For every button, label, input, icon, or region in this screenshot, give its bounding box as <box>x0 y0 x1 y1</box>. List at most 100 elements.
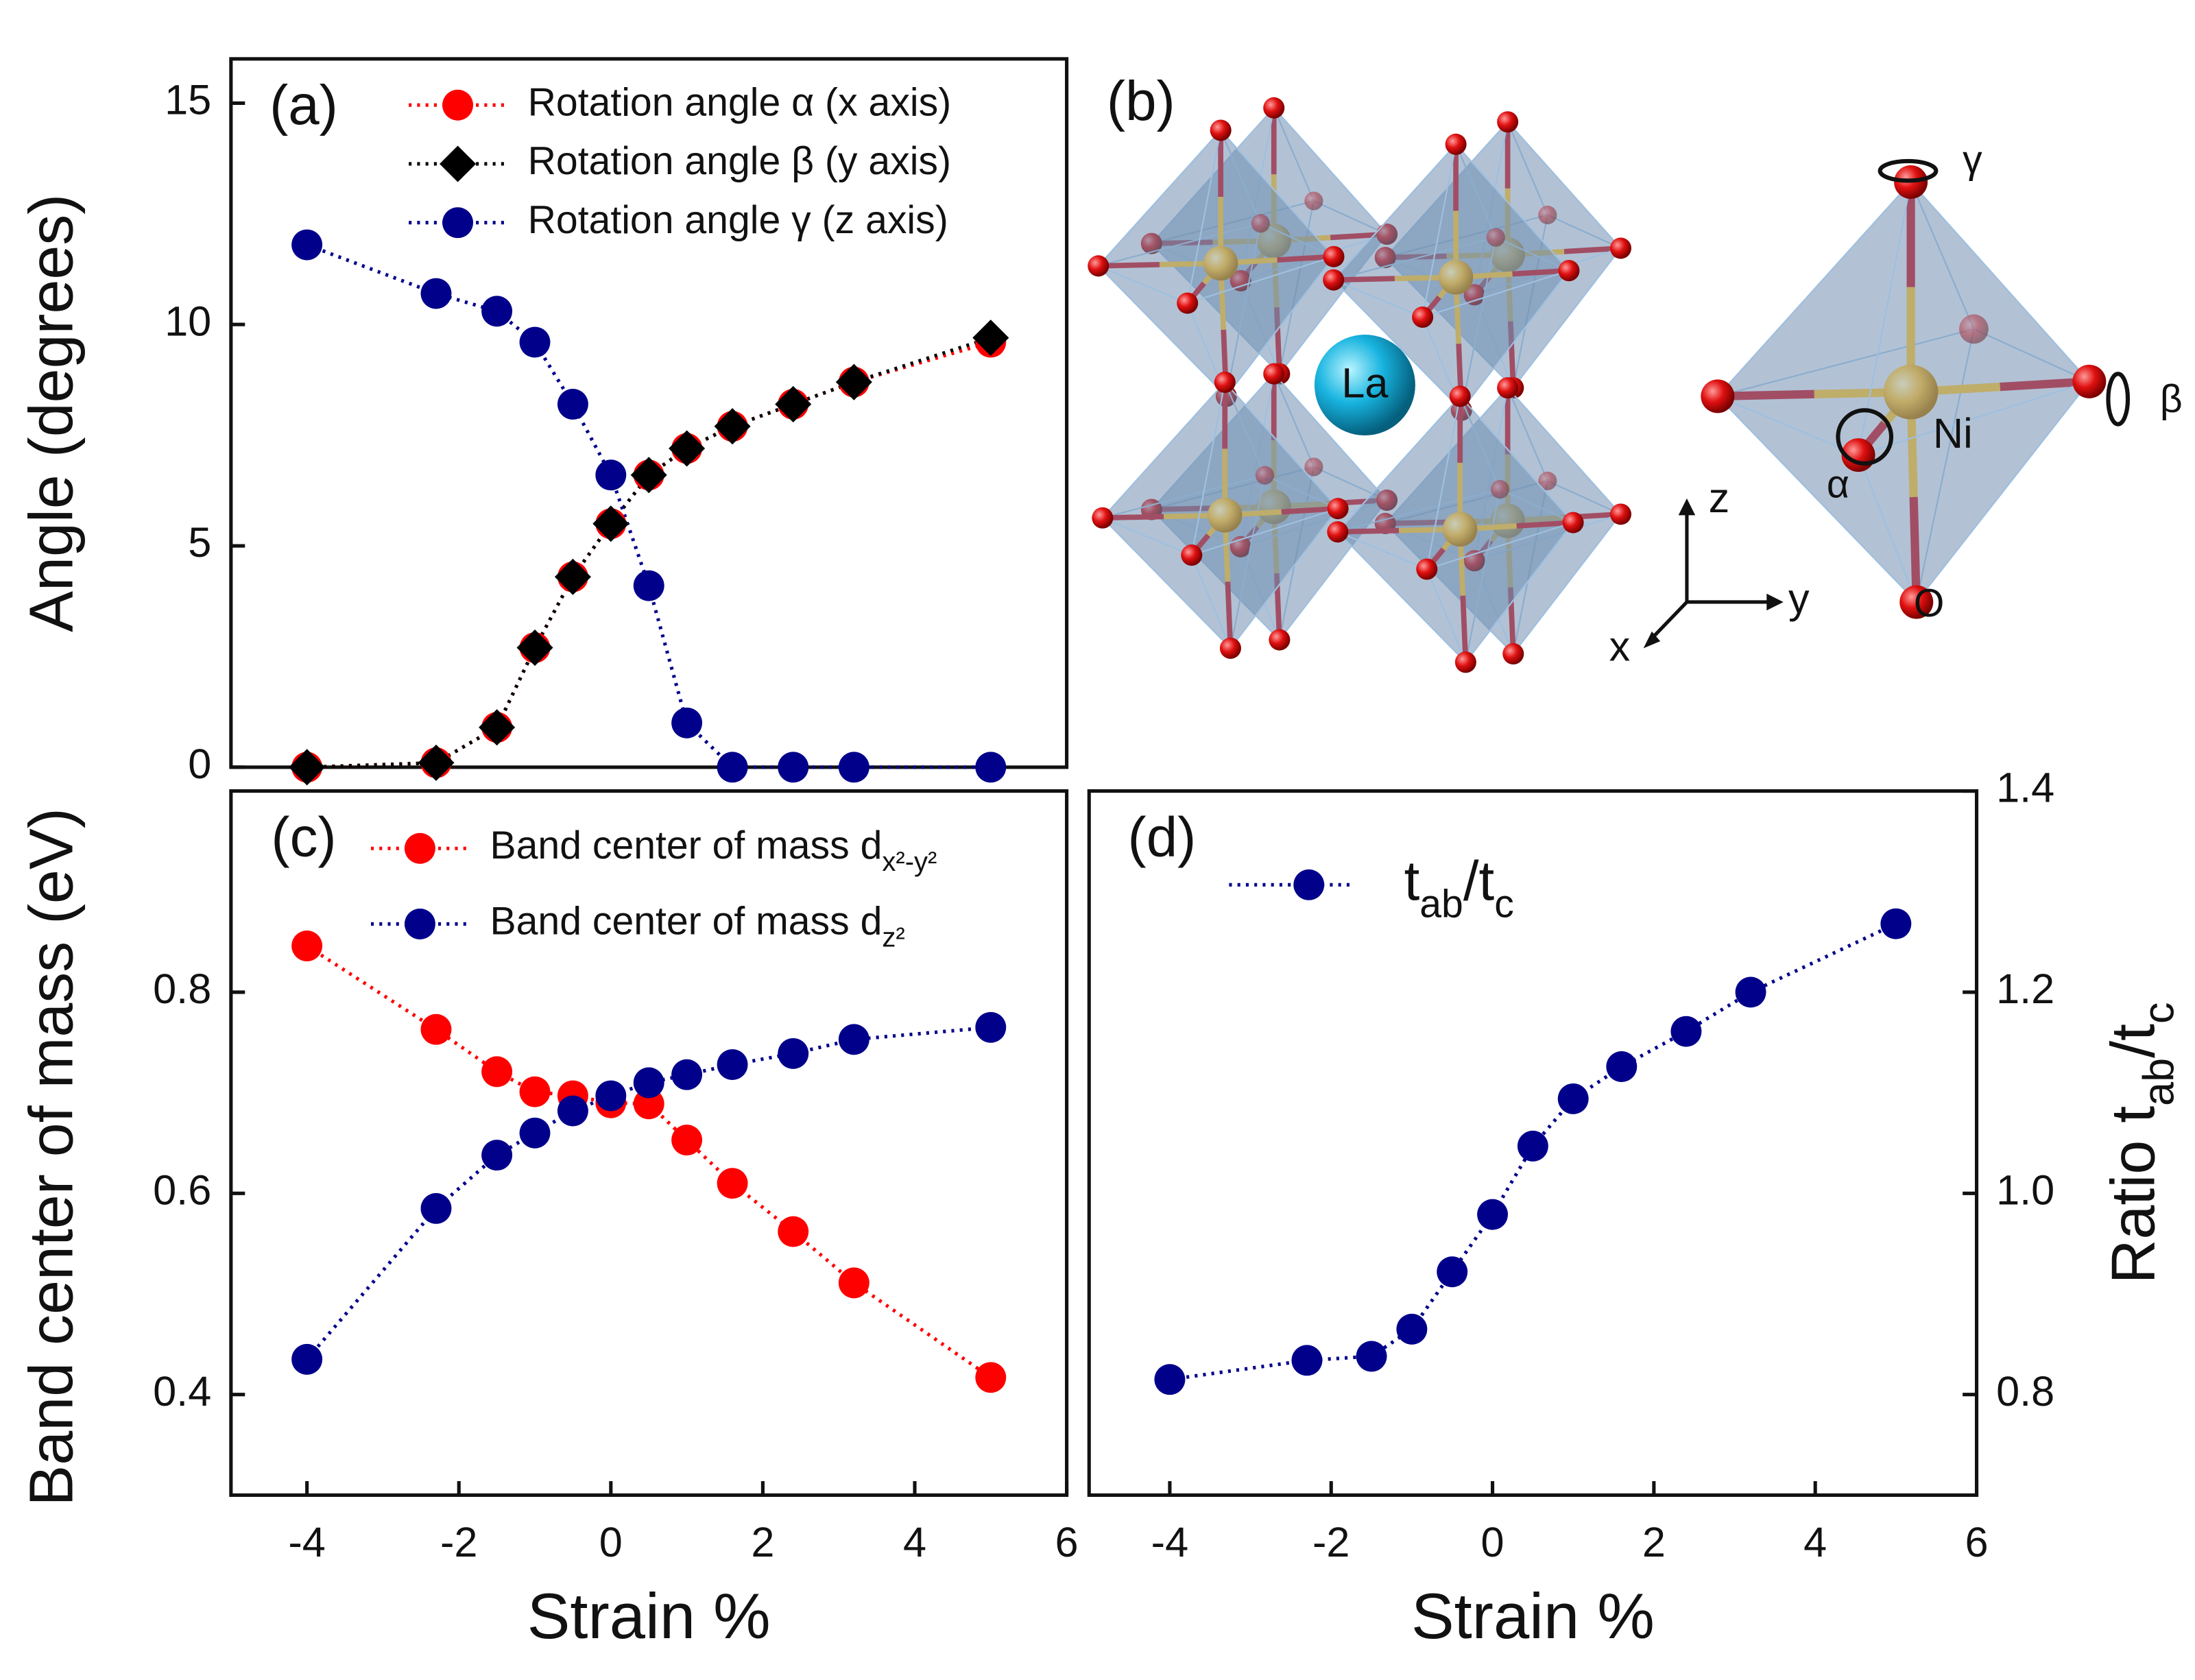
subscript: z² <box>882 922 904 952</box>
oxygen-atom <box>1609 503 1632 525</box>
subscript: ab <box>1419 882 1463 926</box>
marker <box>519 1117 551 1149</box>
y-tick-label: 5 <box>188 519 211 566</box>
legend-label: Band center of mass dz² <box>490 900 905 952</box>
subscript: c <box>1494 882 1514 926</box>
octahedron-face <box>1426 521 1575 664</box>
octahedron-face <box>1473 512 1623 656</box>
marker <box>1880 908 1912 939</box>
arrow-head <box>1766 593 1784 611</box>
x-tick-label: 4 <box>903 1519 926 1565</box>
bond <box>1273 573 1282 640</box>
marker <box>516 629 553 667</box>
marker <box>633 1067 664 1099</box>
marker <box>975 1362 1007 1393</box>
oxygen-atom <box>1210 119 1232 141</box>
octahedron-face <box>1190 507 1340 650</box>
marker <box>717 752 748 783</box>
panel-label: (c) <box>271 806 336 869</box>
series-line <box>306 243 991 769</box>
oxygen-atom <box>1251 214 1270 233</box>
marker <box>557 388 588 420</box>
bond <box>1507 321 1516 388</box>
y2-axis-label: Ratio tab/tc <box>2099 1003 2183 1284</box>
oxygen-atom <box>1558 260 1580 282</box>
marker <box>1517 1130 1548 1162</box>
subscript: ab <box>2135 1058 2183 1106</box>
oxygen-atom <box>2072 364 2107 398</box>
oxygen-atom <box>1374 247 1396 269</box>
oxygen-atom <box>1219 637 1241 659</box>
marker <box>291 229 323 261</box>
marker <box>1154 1364 1186 1395</box>
marker <box>592 505 629 542</box>
legend-label: tab/tc <box>1404 850 1514 926</box>
bond <box>1225 581 1234 649</box>
oxygen-atom <box>1177 292 1199 314</box>
nickel-atom <box>1208 498 1243 533</box>
marker <box>778 1037 809 1069</box>
legend-marker <box>1293 869 1325 900</box>
marker <box>519 1076 551 1107</box>
oxygen-atom <box>1416 558 1438 580</box>
oxygen-atom <box>1263 97 1285 119</box>
marker <box>481 1140 513 1171</box>
marker <box>418 744 455 781</box>
marker <box>714 408 751 445</box>
y-tick-label: 0 <box>188 741 211 787</box>
marker <box>975 1011 1007 1043</box>
panel-label: (a) <box>269 74 338 136</box>
subscript: x²-y² <box>882 847 937 877</box>
marker <box>835 363 872 400</box>
oxygen-atom <box>1538 205 1557 225</box>
x-tick-label: 2 <box>751 1519 774 1565</box>
oxygen-atom <box>1376 489 1398 511</box>
oxygen-atom <box>1562 512 1584 533</box>
marker <box>1606 1051 1638 1082</box>
x-tick-label: 0 <box>599 1519 623 1565</box>
oxygen-atom <box>1327 498 1349 520</box>
oxygen-atom <box>1376 224 1398 245</box>
marker <box>291 1343 323 1375</box>
marker <box>1477 1199 1509 1230</box>
oxygen-atom <box>1304 457 1323 477</box>
y-tick-label: 10 <box>165 298 211 344</box>
x-axis-label: Strain % <box>527 1580 771 1652</box>
x-tick-label: 6 <box>1055 1519 1079 1565</box>
marker <box>838 1267 869 1299</box>
arrow-head <box>1643 631 1661 649</box>
octahedron-face <box>1857 380 2091 603</box>
oxygen-atom <box>1140 232 1162 254</box>
arrow-head <box>1678 498 1696 516</box>
marker <box>838 1024 869 1055</box>
structure-overlay: (b) La Ni O α β γ x y z <box>1107 70 2183 670</box>
marker <box>420 1013 452 1045</box>
oxygen-atom <box>1181 544 1203 566</box>
marker <box>717 1049 748 1081</box>
la-atom <box>1314 335 1415 436</box>
oxygen-atom <box>1263 363 1285 385</box>
rotation-label: α <box>1827 463 1849 507</box>
legend-marker <box>442 89 474 121</box>
octahedron-face <box>1186 255 1336 398</box>
marker <box>291 931 323 961</box>
oxygen-atom <box>1538 471 1557 490</box>
oxygen-atom <box>1255 466 1275 485</box>
marker <box>554 558 591 595</box>
text-part: t <box>1404 850 1420 912</box>
oxygen-atom <box>1701 379 1735 413</box>
oxygen-atom <box>1454 651 1476 673</box>
legend-marker <box>404 832 435 864</box>
x-tick-label: 0 <box>1481 1519 1504 1565</box>
marker <box>289 749 326 786</box>
oxygen-atom <box>1092 507 1114 529</box>
y-tick-label: 0.8 <box>153 965 211 1012</box>
x-tick-label: -2 <box>1312 1519 1350 1565</box>
subscript: c <box>2135 1003 2183 1024</box>
marker <box>671 707 703 739</box>
marker <box>778 752 809 783</box>
atom-label: O <box>1914 581 1944 625</box>
oxygen-atom <box>1486 228 1505 247</box>
text-part: Band center of mass d <box>490 824 883 867</box>
